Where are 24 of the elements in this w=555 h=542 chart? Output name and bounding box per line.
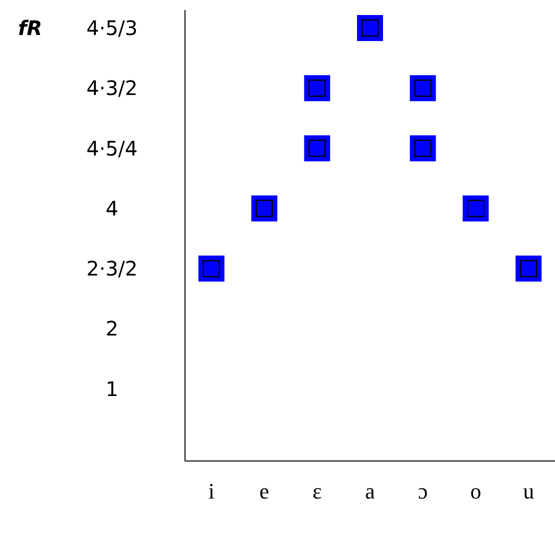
- x-tick-label: ɛ: [312, 478, 322, 504]
- y-tick-label: 1: [106, 376, 118, 401]
- point: [198, 256, 224, 282]
- x-tick-label: u: [523, 478, 534, 504]
- y-tick-label: 4·3/2: [86, 76, 138, 100]
- y-tick-label: 2: [106, 316, 118, 341]
- point: [304, 75, 330, 102]
- y-tick-label: 4·5/3: [86, 16, 138, 40]
- y-axis-title: fR: [18, 16, 42, 40]
- point: [357, 15, 383, 42]
- point: [251, 195, 278, 222]
- y-tick-label: 4: [106, 196, 118, 220]
- x-tick-label: ɔ: [418, 478, 428, 504]
- x-tick-label: i: [208, 478, 214, 504]
- point: [462, 195, 489, 222]
- y-tick-label: 4·5/4: [86, 136, 138, 160]
- point: [410, 75, 436, 102]
- point: [304, 135, 330, 162]
- x-tick-label: o: [470, 478, 482, 504]
- x-tick-label: e: [259, 478, 270, 504]
- point: [410, 135, 436, 162]
- y-tick-label: 2·3/2: [86, 256, 138, 281]
- point: [516, 256, 542, 282]
- x-tick-label: a: [365, 478, 376, 504]
